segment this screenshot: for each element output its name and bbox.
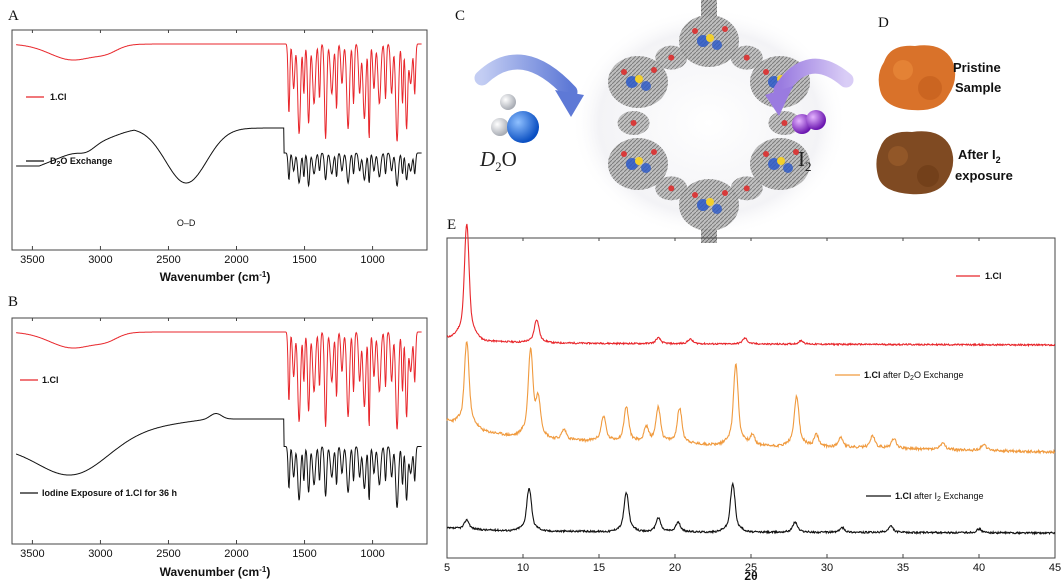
framework-cluster bbox=[750, 138, 811, 190]
x-tick-label: 2000 bbox=[224, 254, 248, 266]
after-iodine-sample-photo bbox=[876, 131, 954, 195]
deuterium-atom-icon bbox=[500, 94, 516, 110]
x-tick-label: 2500 bbox=[156, 254, 180, 266]
pxrd-x-axis-label: 2θ bbox=[744, 569, 757, 583]
after-sample-shade bbox=[917, 165, 939, 187]
ir-b-x-axis-label: Wavenumber (cm-1) bbox=[160, 565, 271, 579]
framework-cluster bbox=[679, 15, 739, 67]
x-tick-label: 45 bbox=[1049, 562, 1061, 574]
pxrd-x-ticks: 5 10 15 20 25 30 35 40 45 bbox=[444, 238, 1061, 574]
x-tick-label: 2000 bbox=[224, 548, 248, 560]
panel-label-b: B bbox=[8, 294, 19, 310]
pxrd-series-d2o bbox=[446, 340, 1056, 455]
ir-a-annotation-od: O–D bbox=[177, 218, 196, 228]
pxrd-series-1cl bbox=[446, 223, 1056, 348]
ir-chart-a: 3500 3000 2500 2000 1500 1000 1.Cl D2O Exchan… bbox=[11, 29, 428, 284]
i2-label: I2 bbox=[798, 147, 812, 174]
after-label-line2: exposure bbox=[955, 168, 1013, 183]
framework-illustration: D2O I2 bbox=[474, 0, 854, 243]
d2o-label: D2O bbox=[479, 147, 517, 174]
ir-a-legend-d2o: D2O Exchange bbox=[50, 156, 112, 168]
ir-b-series-1cl bbox=[16, 331, 422, 430]
x-tick-label: 3000 bbox=[88, 548, 112, 560]
panel-label-a: A bbox=[8, 8, 19, 24]
framework-cluster bbox=[607, 56, 668, 108]
after-sample-highlight bbox=[888, 146, 908, 166]
framework-linker bbox=[730, 45, 763, 70]
pxrd-plot-frame bbox=[446, 237, 1056, 559]
framework-cluster bbox=[607, 138, 668, 190]
x-tick-label: 1500 bbox=[292, 548, 316, 560]
panel-label-c: C bbox=[455, 8, 466, 24]
framework-linker bbox=[730, 176, 763, 201]
framework-stub-top bbox=[701, 0, 717, 17]
ir-a-plot-frame bbox=[11, 29, 428, 251]
pristine-sample-highlight bbox=[893, 60, 913, 80]
framework-linker bbox=[655, 176, 688, 201]
x-tick-label: 3000 bbox=[88, 254, 112, 266]
x-tick-label: 1500 bbox=[292, 254, 316, 266]
x-tick-label: 1000 bbox=[360, 548, 384, 560]
after-label-line1: After I2 bbox=[958, 147, 1001, 165]
pristine-label-line2: Sample bbox=[955, 80, 1001, 95]
pristine-sample-shade bbox=[918, 76, 942, 100]
x-tick-label: 40 bbox=[973, 562, 985, 574]
arrow-purple-head-icon bbox=[765, 86, 793, 116]
ir-b-series-iodine bbox=[15, 413, 422, 508]
x-tick-label: 15 bbox=[593, 562, 605, 574]
sample-photos: Pristine Sample After I2 exposure bbox=[876, 45, 1013, 195]
x-tick-label: 5 bbox=[444, 562, 450, 574]
x-tick-label: 3500 bbox=[20, 254, 44, 266]
x-tick-label: 1000 bbox=[360, 254, 384, 266]
ir-a-legend-1cl: 1.Cl bbox=[50, 92, 67, 102]
x-tick-label: 25 bbox=[745, 562, 757, 574]
arrow-purple bbox=[773, 58, 854, 98]
pxrd-legend-i2: 1.Cl after I2 Exchange bbox=[895, 491, 983, 503]
ir-a-series-1cl bbox=[16, 43, 422, 142]
ir-b-x-ticks: 3500 3000 2500 2000 1500 1000 bbox=[20, 318, 385, 560]
ir-a-series-d2o bbox=[16, 127, 422, 188]
ir-b-legend-iodine: Iodine Exposure of 1.Cl for 36 h bbox=[42, 488, 177, 498]
deuterium-atom-icon bbox=[491, 118, 509, 136]
framework-linker bbox=[655, 45, 688, 70]
x-tick-label: 35 bbox=[897, 562, 909, 574]
ir-chart-b: 3500 3000 2500 2000 1500 1000 1.Cl Iodine Exp… bbox=[11, 317, 428, 579]
panel-label-e: E bbox=[447, 217, 457, 233]
pxrd-legend-d2o: 1.Cl after D2O Exchange bbox=[864, 370, 963, 382]
x-tick-label: 10 bbox=[517, 562, 529, 574]
x-tick-label: 30 bbox=[821, 562, 833, 574]
pristine-sample-photo bbox=[878, 45, 956, 111]
x-tick-label: 3500 bbox=[20, 548, 44, 560]
ir-b-legend-1cl: 1.Cl bbox=[42, 375, 59, 385]
framework-cluster bbox=[679, 179, 739, 231]
arrow-blue bbox=[474, 54, 578, 100]
ir-b-plot-frame bbox=[11, 317, 428, 545]
pristine-label-line1: Pristine bbox=[953, 60, 1001, 75]
arrow-blue-head-icon bbox=[555, 90, 584, 117]
ir-a-x-ticks: 3500 3000 2500 2000 1500 1000 bbox=[20, 30, 385, 266]
framework-linker bbox=[768, 111, 801, 135]
pxrd-series-i2 bbox=[446, 481, 1056, 536]
oxygen-atom-icon bbox=[507, 111, 539, 143]
pxrd-legend-1cl: 1.Cl bbox=[985, 271, 1002, 281]
pxrd-chart-e: 5 10 15 20 25 30 35 40 45 1.Cl 1.Cl after D2O Ex… bbox=[444, 223, 1061, 583]
panel-label-d: D bbox=[878, 15, 889, 31]
framework-stub-bottom bbox=[701, 229, 717, 243]
x-tick-label: 2500 bbox=[156, 548, 180, 560]
iodine-atom-icon bbox=[806, 110, 826, 130]
framework-linker bbox=[617, 111, 650, 135]
ir-a-x-axis-label: Wavenumber (cm-1) bbox=[160, 270, 271, 284]
x-tick-label: 20 bbox=[669, 562, 681, 574]
